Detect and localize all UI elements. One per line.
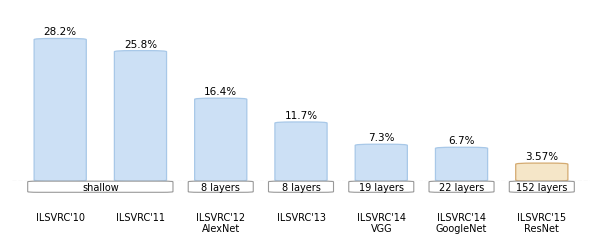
Text: 25.8%: 25.8% [124, 39, 157, 49]
FancyBboxPatch shape [28, 181, 173, 193]
Text: 28.2%: 28.2% [43, 27, 77, 37]
FancyBboxPatch shape [34, 39, 86, 181]
FancyBboxPatch shape [429, 181, 494, 193]
FancyBboxPatch shape [194, 99, 247, 181]
Text: 19 layers: 19 layers [359, 182, 404, 192]
Text: 16.4%: 16.4% [204, 87, 237, 97]
FancyBboxPatch shape [435, 148, 488, 181]
FancyBboxPatch shape [188, 181, 253, 193]
Text: 152 layers: 152 layers [516, 182, 568, 192]
FancyBboxPatch shape [349, 181, 414, 193]
Text: shallow: shallow [82, 182, 119, 192]
Text: 7.3%: 7.3% [368, 133, 394, 143]
FancyBboxPatch shape [355, 145, 408, 181]
Text: 8 layers: 8 layers [282, 182, 320, 192]
FancyBboxPatch shape [114, 51, 167, 181]
Text: 3.57%: 3.57% [525, 151, 559, 162]
FancyBboxPatch shape [509, 181, 574, 193]
FancyBboxPatch shape [275, 122, 327, 181]
Text: 6.7%: 6.7% [448, 136, 475, 146]
FancyBboxPatch shape [268, 181, 334, 193]
Text: 22 layers: 22 layers [439, 182, 484, 192]
Text: 8 layers: 8 layers [201, 182, 240, 192]
FancyBboxPatch shape [516, 164, 568, 181]
Text: 11.7%: 11.7% [284, 110, 318, 120]
